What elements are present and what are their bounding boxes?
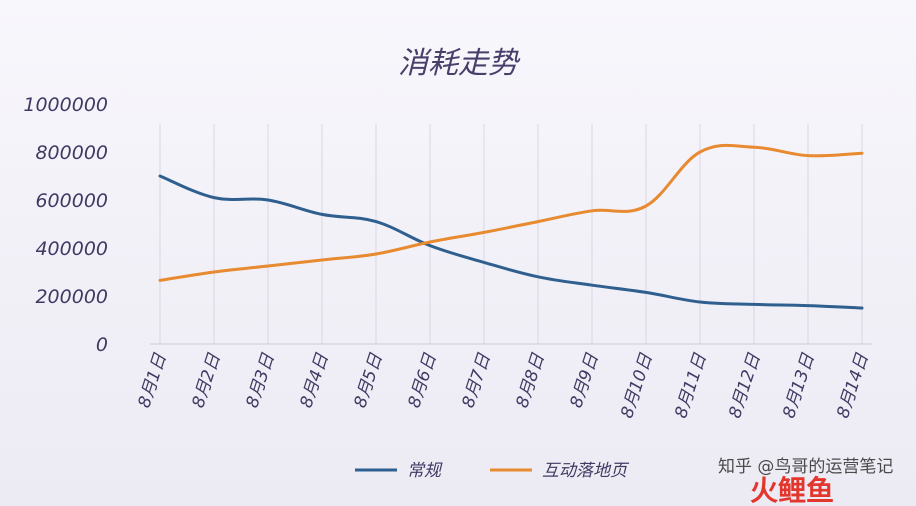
chart-title: 消耗走势 [398, 46, 521, 81]
legend-label: 常规 [407, 461, 443, 481]
y-tick-label: 600000 [35, 190, 108, 212]
series-layer [158, 143, 864, 310]
y-tick-label: 0 [96, 334, 108, 356]
grid [159, 124, 863, 344]
watermark-logo: 火鲤鱼 [750, 474, 834, 506]
y-tick-label: 800000 [35, 142, 108, 164]
legend: 常规 互动落地页 [355, 461, 630, 481]
legend-label: 互动落地页 [542, 461, 630, 481]
y-tick-label: 200000 [35, 286, 108, 308]
watermark: 知乎 @鸟哥的运营笔记 火鲤鱼 [718, 457, 893, 506]
series-line-1 [158, 174, 864, 310]
y-tick-label: 400000 [35, 238, 108, 260]
series-line-2 [158, 143, 864, 282]
y-tick-label: 1000000 [23, 94, 108, 116]
watermark-text: 知乎 @鸟哥的运营笔记 [718, 457, 893, 477]
